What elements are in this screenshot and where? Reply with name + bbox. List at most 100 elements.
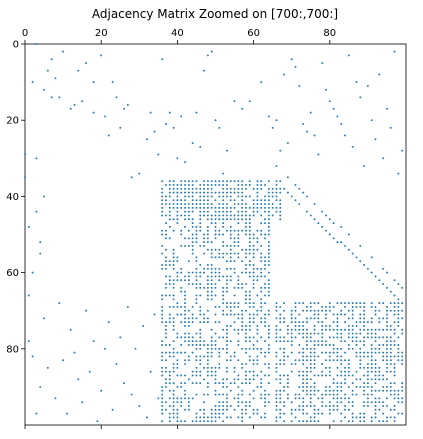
matrix-entry-point xyxy=(119,336,122,339)
matrix-entry-point xyxy=(317,313,320,316)
matrix-entry-point xyxy=(325,393,327,396)
matrix-entry-point xyxy=(203,340,206,343)
matrix-entry-point xyxy=(321,401,324,404)
matrix-entry-point xyxy=(206,355,209,358)
matrix-entry-point xyxy=(168,370,171,373)
matrix-entry-point xyxy=(214,412,217,415)
matrix-entry-point xyxy=(206,206,209,209)
matrix-entry-point xyxy=(225,359,228,362)
matrix-entry-point xyxy=(184,184,186,186)
matrix-entry-point xyxy=(397,302,400,305)
matrix-entry-point xyxy=(187,332,190,335)
matrix-entry-point xyxy=(161,313,164,316)
matrix-entry-point xyxy=(191,180,194,183)
matrix-entry-point xyxy=(298,332,301,335)
matrix-entry-point xyxy=(237,222,240,225)
matrix-entry-point xyxy=(237,244,240,247)
matrix-entry-point xyxy=(256,229,259,232)
matrix-entry-point xyxy=(275,317,278,320)
matrix-entry-point xyxy=(184,180,186,183)
matrix-entry-point xyxy=(184,305,186,308)
matrix-entry-point xyxy=(237,374,240,377)
matrix-entry-point xyxy=(355,324,358,327)
matrix-entry-point xyxy=(386,344,388,346)
matrix-entry-point xyxy=(233,180,236,183)
matrix-entry-point xyxy=(286,191,289,194)
matrix-entry-point xyxy=(351,332,354,335)
matrix-entry-point xyxy=(206,286,209,289)
matrix-entry-point xyxy=(187,283,190,285)
matrix-entry-point xyxy=(241,328,244,331)
matrix-entry-point xyxy=(370,401,373,404)
matrix-entry-point xyxy=(149,370,152,373)
matrix-entry-point xyxy=(176,206,179,209)
matrix-entry-point xyxy=(283,420,286,423)
matrix-entry-point xyxy=(305,210,308,213)
matrix-entry-point xyxy=(172,267,175,270)
matrix-entry-point xyxy=(336,393,339,396)
matrix-entry-point xyxy=(248,206,251,209)
matrix-entry-point xyxy=(180,271,183,274)
matrix-entry-point xyxy=(313,134,316,137)
matrix-entry-point xyxy=(294,309,297,312)
matrix-entry-point xyxy=(336,321,339,324)
matrix-entry-point xyxy=(260,233,263,236)
matrix-entry-point xyxy=(298,84,301,87)
matrix-entry-point xyxy=(176,359,179,362)
matrix-entry-point xyxy=(298,420,301,423)
matrix-entry-point xyxy=(43,317,45,320)
matrix-entry-point xyxy=(393,366,396,369)
matrix-entry-point xyxy=(378,378,381,381)
matrix-entry-point xyxy=(313,416,316,419)
matrix-entry-point xyxy=(294,321,297,324)
matrix-entry-point xyxy=(363,340,366,343)
matrix-entry-point xyxy=(214,378,217,381)
matrix-entry-point xyxy=(176,191,179,194)
matrix-entry-point xyxy=(305,393,308,396)
matrix-entry-point xyxy=(271,191,274,194)
matrix-entry-point xyxy=(172,199,175,202)
matrix-entry-point xyxy=(382,344,385,346)
matrix-entry-point xyxy=(283,321,286,324)
matrix-entry-point xyxy=(187,271,190,274)
matrix-entry-point xyxy=(191,344,194,346)
matrix-entry-point xyxy=(252,244,255,247)
matrix-entry-point xyxy=(184,225,186,228)
matrix-entry-point xyxy=(252,214,255,217)
matrix-entry-point xyxy=(283,412,286,415)
matrix-entry-point xyxy=(256,184,259,186)
matrix-entry-point xyxy=(290,408,293,411)
matrix-entry-point xyxy=(245,206,247,209)
matrix-entry-point xyxy=(256,340,259,343)
matrix-entry-point xyxy=(309,355,312,358)
matrix-entry-point xyxy=(401,401,404,404)
matrix-entry-point xyxy=(275,401,278,404)
matrix-entry-point xyxy=(168,191,171,194)
matrix-entry-point xyxy=(366,385,369,388)
matrix-entry-point xyxy=(222,401,225,404)
matrix-entry-point xyxy=(187,324,190,327)
matrix-entry-point xyxy=(203,355,206,358)
matrix-entry-point xyxy=(279,378,282,381)
matrix-entry-point xyxy=(187,180,190,183)
matrix-entry-point xyxy=(229,355,232,358)
matrix-entry-point xyxy=(252,279,255,282)
matrix-entry-point xyxy=(206,264,209,266)
matrix-entry-point xyxy=(24,153,26,156)
matrix-entry-point xyxy=(184,187,186,190)
matrix-entry-point xyxy=(389,309,392,312)
matrix-entry-point xyxy=(363,309,366,312)
matrix-entry-point xyxy=(382,412,385,415)
matrix-entry-point xyxy=(165,248,167,251)
matrix-entry-point xyxy=(267,191,270,194)
matrix-entry-point xyxy=(35,210,38,213)
matrix-entry-point xyxy=(328,405,331,407)
matrix-entry-point xyxy=(305,195,308,198)
matrix-entry-point xyxy=(355,344,358,346)
matrix-entry-point xyxy=(366,393,369,396)
matrix-entry-point xyxy=(180,374,183,377)
matrix-entry-point xyxy=(359,385,362,388)
matrix-entry-point xyxy=(161,344,164,346)
matrix-entry-point xyxy=(328,401,331,404)
matrix-entry-point xyxy=(161,408,164,411)
